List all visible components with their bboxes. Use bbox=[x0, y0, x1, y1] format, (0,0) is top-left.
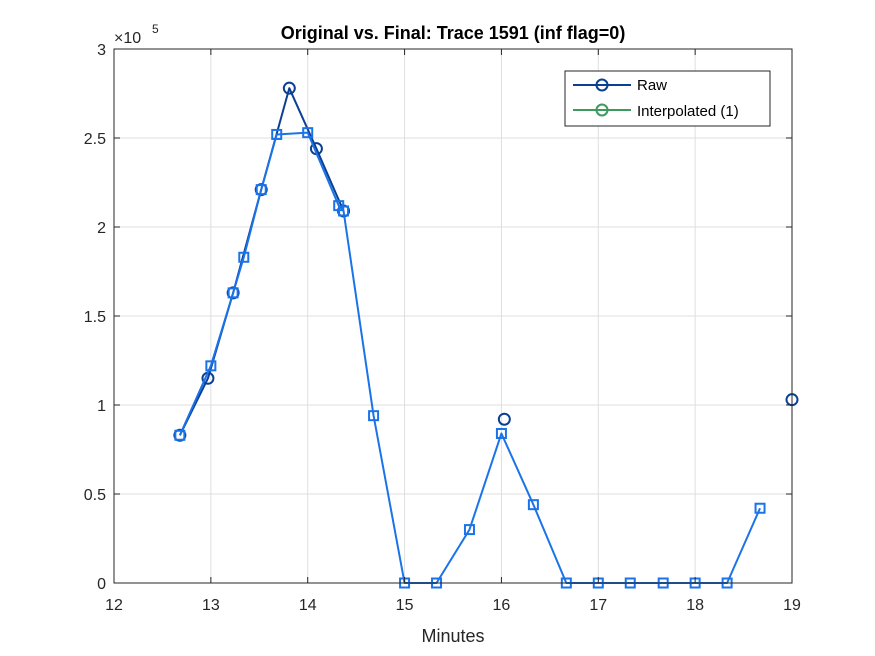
data-point-square bbox=[463, 524, 475, 536]
legend-label-raw: Raw bbox=[637, 77, 667, 94]
y-tick-label: 0.5 bbox=[84, 487, 106, 504]
x-tick-label: 14 bbox=[299, 597, 317, 614]
y-tick-label: 3 bbox=[97, 42, 106, 59]
y-multiplier: ×10 5 bbox=[114, 22, 159, 47]
y-tick-label: 1.5 bbox=[84, 309, 106, 326]
legend-label-interpolated: Interpolated (1) bbox=[637, 103, 739, 120]
y-tick-label: 1 bbox=[97, 398, 106, 415]
legend-entry-interpolated: Interpolated (1) bbox=[573, 103, 739, 120]
x-axis-label: Minutes bbox=[421, 626, 484, 646]
x-tick-label: 17 bbox=[589, 597, 607, 614]
x-tick-label: 19 bbox=[783, 597, 801, 614]
x-tick-label: 13 bbox=[202, 597, 220, 614]
data-point-square bbox=[338, 205, 350, 217]
data-point-square bbox=[271, 128, 283, 140]
legend-entry-raw: Raw bbox=[573, 77, 667, 94]
x-tick-label: 16 bbox=[493, 597, 511, 614]
data-point-square bbox=[527, 499, 539, 511]
data-point-square bbox=[238, 251, 250, 263]
data-point-square bbox=[754, 502, 766, 514]
chart-title: Original vs. Final: Trace 1591 (inf flag… bbox=[281, 23, 626, 43]
data-point-square bbox=[174, 429, 186, 441]
y-tick-label: 2.5 bbox=[84, 131, 106, 148]
data-point-square bbox=[255, 184, 267, 196]
data-point-square bbox=[495, 427, 507, 439]
data-point-square bbox=[205, 360, 217, 372]
data-point-square bbox=[227, 287, 239, 299]
y-multiplier-base: ×10 bbox=[114, 30, 141, 47]
x-tick-label: 18 bbox=[686, 597, 704, 614]
y-tick-label: 2 bbox=[97, 220, 106, 237]
ticks: 12 13 14 15 16 17 18 19 0 0.5 1 1.5 2 2.5 3 bbox=[84, 42, 801, 614]
data-point-square bbox=[302, 127, 314, 139]
legend-marker-interpolated bbox=[595, 103, 609, 117]
x-tick-label: 15 bbox=[396, 597, 414, 614]
y-multiplier-exponent: 5 bbox=[152, 22, 159, 36]
y-tick-label: 0 bbox=[97, 576, 106, 593]
data-point-square bbox=[368, 410, 380, 422]
x-tick-label: 12 bbox=[105, 597, 123, 614]
data-point-circle bbox=[497, 412, 511, 426]
data-point-circle bbox=[282, 81, 296, 95]
legend-marker-raw bbox=[595, 78, 609, 92]
legend: Raw Interpolated (1) bbox=[564, 70, 771, 127]
